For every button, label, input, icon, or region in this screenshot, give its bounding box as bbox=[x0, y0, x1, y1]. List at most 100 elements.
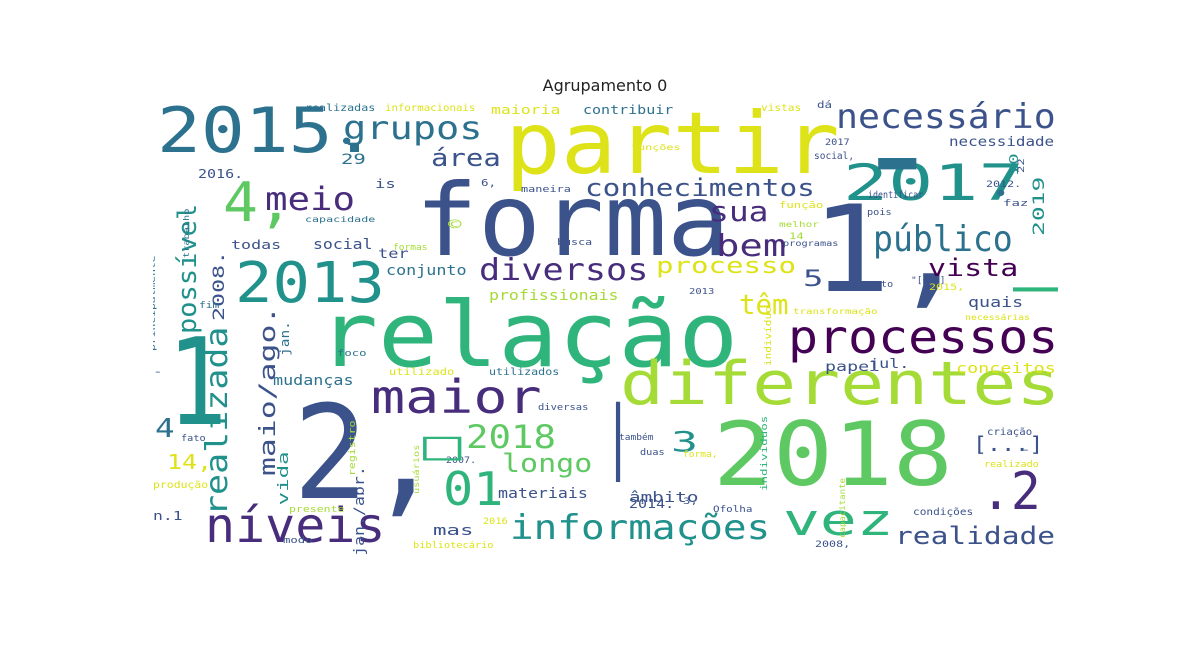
word-cloud: forma partir relação 2015. diferentes 2018 2, 1… bbox=[153, 96, 1058, 554]
cloud-word-papel: papel bbox=[825, 360, 881, 375]
cloud-word-usuarios: usuários bbox=[412, 444, 421, 494]
cloud-word-symbol: • bbox=[339, 130, 355, 155]
cloud-word-2013: 2013 bbox=[235, 251, 385, 316]
cloud-word-is: is bbox=[375, 177, 396, 191]
cloud-word-partir: partir bbox=[505, 96, 840, 194]
cloud-word-vista: vista bbox=[928, 254, 1019, 282]
cloud-word-melhor: melhor bbox=[779, 220, 819, 229]
cloud-word-identificar: identificar bbox=[868, 190, 924, 201]
cloud-word-trabalho: trabalho bbox=[182, 208, 191, 258]
cloud-word-grupos: grupos bbox=[343, 109, 483, 147]
cloud-word-forma: forma, bbox=[683, 450, 718, 460]
cloud-word-2013: 2013 bbox=[689, 287, 715, 296]
cloud-word-tem: têm bbox=[739, 288, 789, 321]
cloud-word-01: 01 bbox=[443, 462, 504, 516]
cloud-word-bibliotecario: bibliotecário bbox=[413, 541, 494, 551]
cloud-word-publico: público bbox=[873, 219, 1013, 260]
cloud-word-symbol: • bbox=[993, 182, 1009, 207]
cloud-word-processos: processos bbox=[788, 310, 1058, 364]
cloud-word-bem: bem bbox=[716, 229, 787, 264]
cloud-word-3: 3 bbox=[671, 425, 698, 458]
cloud-word-2018: 2018 bbox=[466, 418, 557, 456]
cloud-word-processo: processo bbox=[656, 254, 796, 279]
cloud-word-jan-abr: jan./abr. bbox=[352, 466, 368, 554]
cloud-word-3: 3, bbox=[683, 497, 698, 507]
cloud-word-4: 4, bbox=[223, 171, 294, 234]
cloud-word-ambito: âmbito bbox=[629, 490, 699, 506]
cloud-word-5: 5 bbox=[803, 267, 824, 292]
cloud-word-transformacao: transformação bbox=[793, 307, 878, 316]
cloud-word-informacionais: informacionais bbox=[385, 103, 476, 114]
cloud-word-diversos: diversos bbox=[479, 253, 649, 288]
cloud-word-symbol: - bbox=[153, 367, 163, 378]
cloud-word-funcoes: funções bbox=[631, 143, 681, 152]
cloud-word-social: social bbox=[313, 237, 373, 253]
cloud-word-necessario: necessário bbox=[836, 97, 1056, 137]
cloud-word-foco: foco bbox=[337, 349, 367, 359]
cloud-word-niveis: níveis bbox=[205, 498, 386, 554]
cloud-word-individuos: indivíduos bbox=[760, 415, 770, 491]
cloud-word-quais: quais bbox=[968, 295, 1024, 311]
cloud-word-fim: fim bbox=[199, 301, 220, 311]
cloud-word-realidade: realidade bbox=[895, 522, 1056, 550]
figure-title: Agrupamento 0 bbox=[542, 76, 668, 95]
cloud-word-vez: vez bbox=[783, 495, 894, 546]
cloud-word-sua: sua bbox=[709, 195, 769, 228]
cloud-word-2017: 2017 bbox=[825, 138, 850, 148]
cloud-word-symbol: "[...] bbox=[911, 276, 946, 286]
cloud-word-diferentes: diferentes bbox=[620, 349, 1058, 419]
cloud-word-maneira: maneira bbox=[521, 185, 571, 195]
cloud-word-todas: todas bbox=[231, 238, 282, 252]
cloud-word-forma: forma bbox=[415, 162, 731, 279]
cloud-word-pois: pois bbox=[867, 208, 892, 218]
cloud-word-vida: vida bbox=[276, 451, 292, 506]
cloud-word-2018: 2018 bbox=[713, 403, 953, 506]
cloud-word-diversas: diversas bbox=[538, 403, 589, 413]
cloud-word-profissionais: profissionais bbox=[489, 288, 619, 304]
cloud-word-mas: mas bbox=[433, 523, 474, 539]
cloud-word-symbol: | bbox=[603, 389, 634, 482]
cloud-word-meio: meio bbox=[265, 180, 356, 218]
cloud-word-conhecimentos: conhecimentos bbox=[585, 174, 815, 202]
cloud-word-n-1: n.1 bbox=[153, 509, 183, 523]
cloud-word-2014: 2014. bbox=[629, 497, 675, 511]
cloud-word-ter: ter bbox=[378, 247, 409, 262]
cloud-word-maior: maior bbox=[371, 370, 542, 424]
cloud-word-programas: programas bbox=[783, 239, 839, 248]
cloud-word-necessarias: necessárias bbox=[965, 313, 1030, 322]
cloud-word-symbol: © bbox=[448, 217, 462, 233]
cloud-word-funcao: função bbox=[779, 201, 824, 211]
cloud-word-jan: jan. bbox=[278, 321, 292, 356]
cloud-word-formas: formas bbox=[393, 243, 428, 253]
cloud-word-criacao: criação bbox=[987, 427, 1033, 438]
cloud-word-2016: 2016 bbox=[483, 517, 508, 527]
cloud-word-presente: presente bbox=[289, 505, 345, 515]
cloud-word-area: área bbox=[431, 144, 501, 172]
cloud-word-condicoes: condições bbox=[913, 507, 974, 518]
cloud-word-individuo: indivíduo bbox=[764, 306, 774, 366]
cloud-word-2016: 2016. bbox=[198, 167, 244, 181]
cloud-word-symbol: [...] bbox=[973, 432, 1044, 456]
cloud-word-29: 29 bbox=[341, 152, 366, 168]
cloud-word-modo: modo bbox=[283, 536, 313, 546]
cloud-word-2008: 2008, bbox=[815, 540, 851, 550]
cloud-word-2019: 2019 bbox=[1029, 176, 1048, 236]
cloud-word-longo: longo bbox=[502, 449, 593, 479]
cloud-word-2: 2, bbox=[293, 377, 443, 529]
cloud-word-contribuir: contribuir bbox=[583, 103, 674, 117]
cloud-word-2012: 2012. bbox=[986, 180, 1022, 190]
cloud-word-22: 22 bbox=[1017, 158, 1027, 173]
cloud-word-duas: duas bbox=[640, 448, 665, 458]
cloud-word-tambem: também bbox=[619, 433, 654, 443]
cloud-word-symbol: ▬ bbox=[878, 138, 917, 184]
cloud-word-symbol: - bbox=[1021, 445, 1031, 456]
cloud-word-symbol: • bbox=[747, 96, 767, 107]
cloud-word-symbol: □ bbox=[423, 423, 462, 469]
cloud-word-busca: busca bbox=[557, 238, 593, 248]
cloud-word-vistas: vistas bbox=[761, 103, 802, 114]
cloud-word-fato: fato bbox=[181, 434, 206, 444]
cloud-word-realizado: realizado bbox=[984, 460, 1039, 470]
cloud-word-realizadas: realizadas bbox=[305, 103, 376, 114]
cloud-word-principalmente: principalmente bbox=[153, 255, 157, 351]
